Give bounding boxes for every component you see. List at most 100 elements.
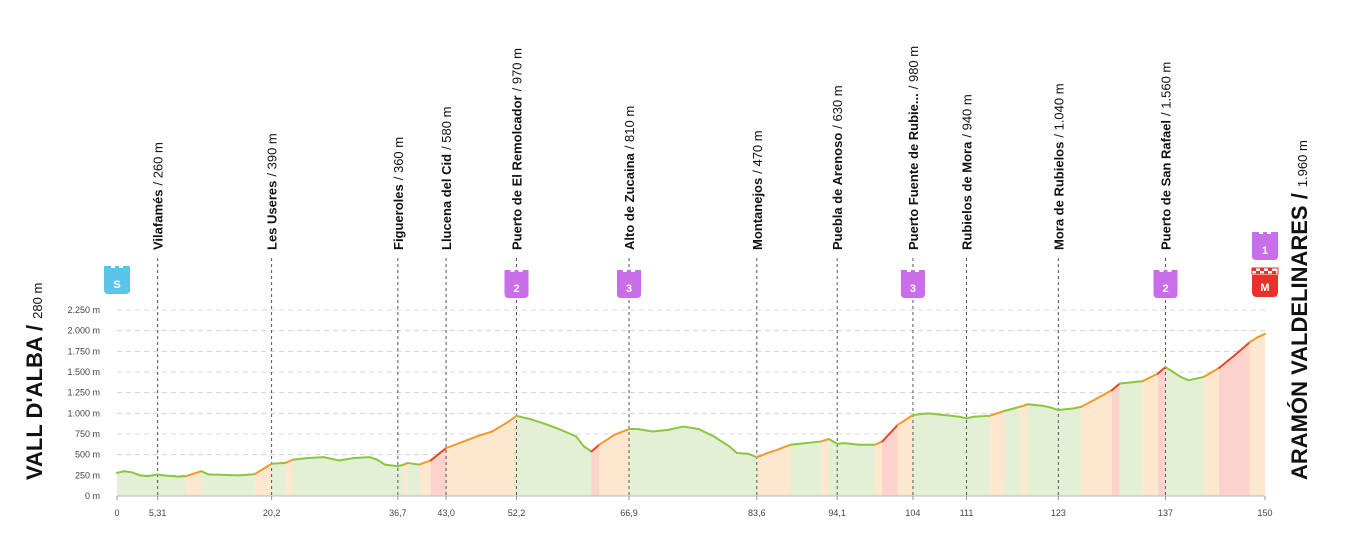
profile-band [369, 334, 378, 496]
profile-segment [1057, 407, 1075, 412]
profile-segment [253, 462, 273, 476]
profile-segment [307, 456, 325, 459]
profile-band [530, 334, 547, 496]
waypoint-label: Rubielos de Mora / 940 m [960, 94, 975, 250]
finish-label: ARAMÓN VALDELINARES / 1.960 m [1287, 140, 1312, 480]
profile-segment [529, 418, 547, 426]
profile-band [293, 334, 309, 496]
profile-band [254, 334, 273, 496]
finish-cat-badge: 1 [1252, 232, 1278, 260]
profile-segment [973, 414, 991, 418]
start-altitude: 280 m [30, 283, 45, 319]
profile-segment [1080, 397, 1098, 408]
waypoint-label: Montanejos / 470 m [750, 130, 765, 250]
profile-band [1157, 334, 1167, 496]
profile-band [583, 334, 593, 496]
profile-band [323, 334, 332, 496]
profile-segment [368, 456, 379, 461]
svg-text:Alto de Zucaina/ 810 m: Alto de Zucaina / 810 m [622, 106, 637, 250]
profile-band [591, 334, 600, 496]
y-tick-label: 1.000 m [67, 408, 100, 418]
waypoint-drop-lines [157, 258, 1167, 496]
profile-band [338, 334, 355, 496]
profile-band [331, 334, 340, 496]
waypoint-label: Llucena del Cid / 580 m [439, 107, 454, 250]
profile-segment [138, 474, 149, 478]
profile-segment [888, 423, 899, 435]
profile-segment [376, 458, 386, 466]
waypoint-name: Llucena del Cid [439, 154, 454, 250]
profile-segment [613, 428, 631, 436]
waypoint-altitude: / 1.040 m [1051, 83, 1066, 137]
y-tick-label: 250 m [75, 470, 100, 480]
profile-segment [1179, 375, 1190, 382]
x-tick-label: 5,31 [149, 508, 167, 518]
profile-band [698, 334, 715, 496]
profile-segment [1187, 375, 1205, 382]
profile-segment [284, 458, 295, 464]
kom-badge: 3 [900, 270, 925, 298]
profile-segment [651, 428, 670, 433]
waypoint-name: Puerto de El Remolcador [510, 95, 525, 250]
profile-segment [957, 415, 968, 420]
profile-segment [146, 473, 159, 478]
profile-band [1257, 334, 1265, 496]
y-tick-label: 1.250 m [67, 388, 100, 398]
y-tick-label: 0 m [85, 491, 100, 501]
waypoint-name: Alto de Zucaina [622, 152, 637, 250]
profile-band [736, 334, 749, 496]
profile-band [162, 334, 179, 496]
profile-band [1043, 334, 1052, 496]
x-tick-label: 0 [114, 508, 119, 518]
profile-band [1020, 334, 1029, 496]
profile-band [1119, 334, 1144, 496]
profile-segment [919, 412, 930, 416]
profile-band [1050, 334, 1059, 496]
waypoint-label: Alto de Zucaina / 810 m [622, 106, 637, 250]
x-tick-label: 137 [1158, 508, 1173, 518]
profile-segment [1042, 404, 1052, 409]
profile-line [116, 332, 1266, 478]
profile-segment [896, 413, 914, 426]
waypoint-labels: Vilafamés / 260 m Les Useres / 390 m Figuero… [151, 46, 1174, 250]
y-tick-label: 500 m [75, 450, 100, 460]
waypoint-label: Puerto de El Remolcador / 970 m [510, 48, 525, 250]
profile-segment [1019, 403, 1029, 408]
profile-segment [1026, 403, 1045, 407]
svg-text:Puerto Fuente de Rubie.../ 980: Puerto Fuente de Rubie... / 980 m [906, 46, 921, 250]
profile-band [928, 334, 945, 496]
waypoint-label: Puerto de San Rafael / 1.560 m [1159, 62, 1174, 250]
x-tick-label: 43,0 [437, 508, 455, 518]
profile-band [912, 334, 922, 496]
svg-text:Montanejos/ 470 m: Montanejos / 470 m [750, 130, 765, 250]
profile-segment [1256, 332, 1266, 339]
profile-segment [270, 461, 287, 465]
finish-cat-text: 1 [1262, 245, 1268, 257]
waypoint-label: Figueroles / 360 m [391, 137, 406, 250]
profile-segment [1110, 382, 1121, 392]
profile-segment [927, 412, 945, 416]
profile-band [637, 334, 654, 496]
profile-band [668, 334, 684, 496]
profile-segment [755, 452, 769, 459]
profile-band [507, 334, 518, 496]
profile-segment [988, 409, 1006, 417]
start-label: VALL D'ALBA / 280 m [22, 283, 47, 480]
profile-band [576, 334, 585, 496]
profile-segment [1141, 372, 1159, 383]
waypoint-label: Puerto Fuente de Rubie... / 980 m [906, 46, 921, 250]
profile-band [1027, 334, 1044, 496]
profile-band [920, 334, 929, 496]
waypoint-name: Puerto de San Rafael [1159, 120, 1174, 250]
profile-band [974, 334, 991, 496]
profile-segment [322, 456, 333, 460]
profile-band [989, 334, 1006, 496]
x-tick-label: 104 [905, 508, 920, 518]
profile-segment [396, 463, 405, 468]
profile-band [828, 334, 838, 496]
profile-segment [337, 456, 356, 462]
profile-band [1004, 334, 1021, 496]
profile-band [889, 334, 899, 496]
profile-segment [406, 461, 421, 466]
profile-segment [1003, 405, 1022, 412]
